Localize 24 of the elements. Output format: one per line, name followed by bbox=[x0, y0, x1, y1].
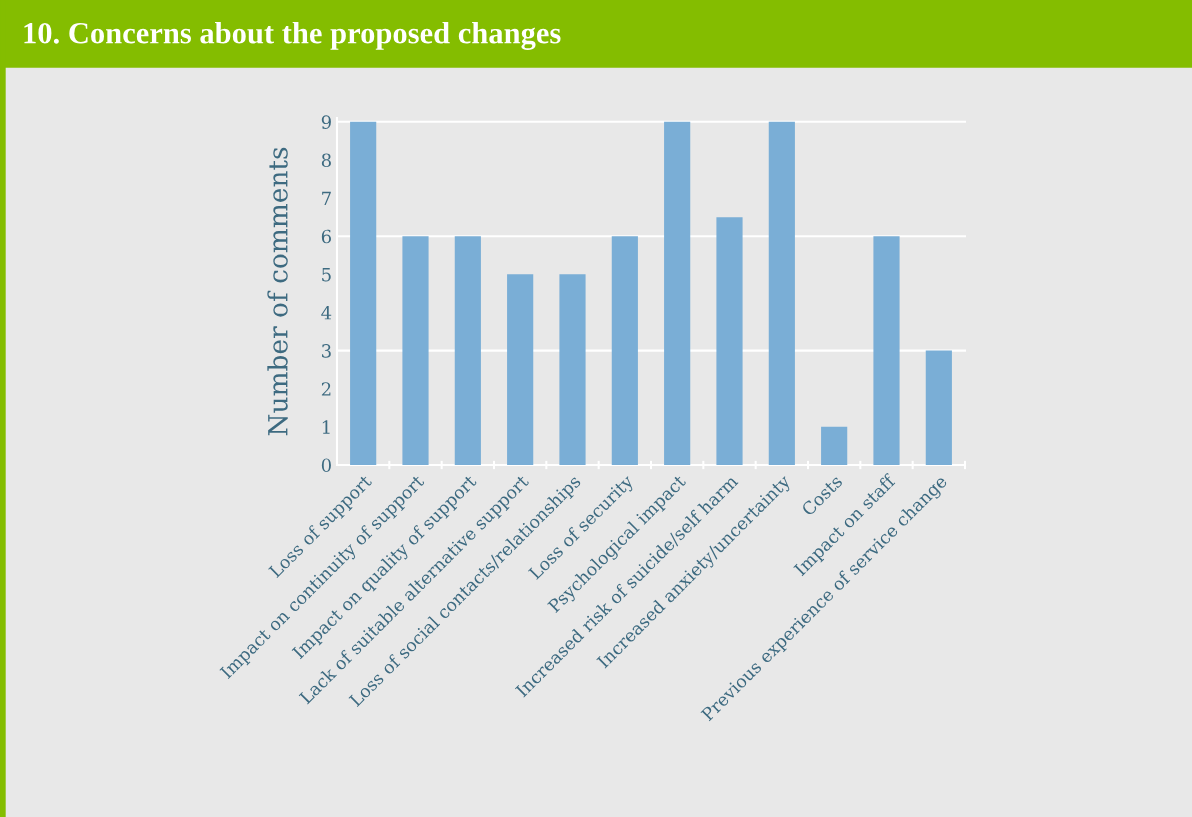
bar bbox=[925, 350, 952, 465]
y-tick-label: 3 bbox=[322, 344, 331, 358]
y-tick-label: 5 bbox=[322, 268, 331, 282]
bar bbox=[559, 274, 586, 465]
bar bbox=[350, 121, 377, 465]
y-tick-label: 9 bbox=[321, 115, 331, 129]
y-tick-label: 0 bbox=[321, 458, 331, 473]
bar bbox=[611, 236, 638, 465]
chart-title: 10. Concerns about the proposed changes bbox=[24, 22, 561, 50]
y-tick-label: 6 bbox=[321, 229, 331, 244]
bar bbox=[454, 236, 481, 465]
y-tick-label: 4 bbox=[321, 305, 332, 320]
y-tick-label: 1 bbox=[322, 420, 330, 434]
bar bbox=[716, 217, 743, 465]
y-axis-title: Number of comments bbox=[267, 147, 288, 436]
bar bbox=[821, 426, 848, 465]
bar bbox=[507, 274, 534, 465]
bar bbox=[664, 121, 691, 465]
bar bbox=[768, 121, 795, 465]
y-tick-label: 2 bbox=[321, 382, 331, 396]
bar bbox=[873, 236, 900, 465]
y-tick-label: 8 bbox=[321, 153, 331, 168]
y-tick-label: 7 bbox=[322, 191, 331, 205]
bar bbox=[402, 236, 429, 465]
